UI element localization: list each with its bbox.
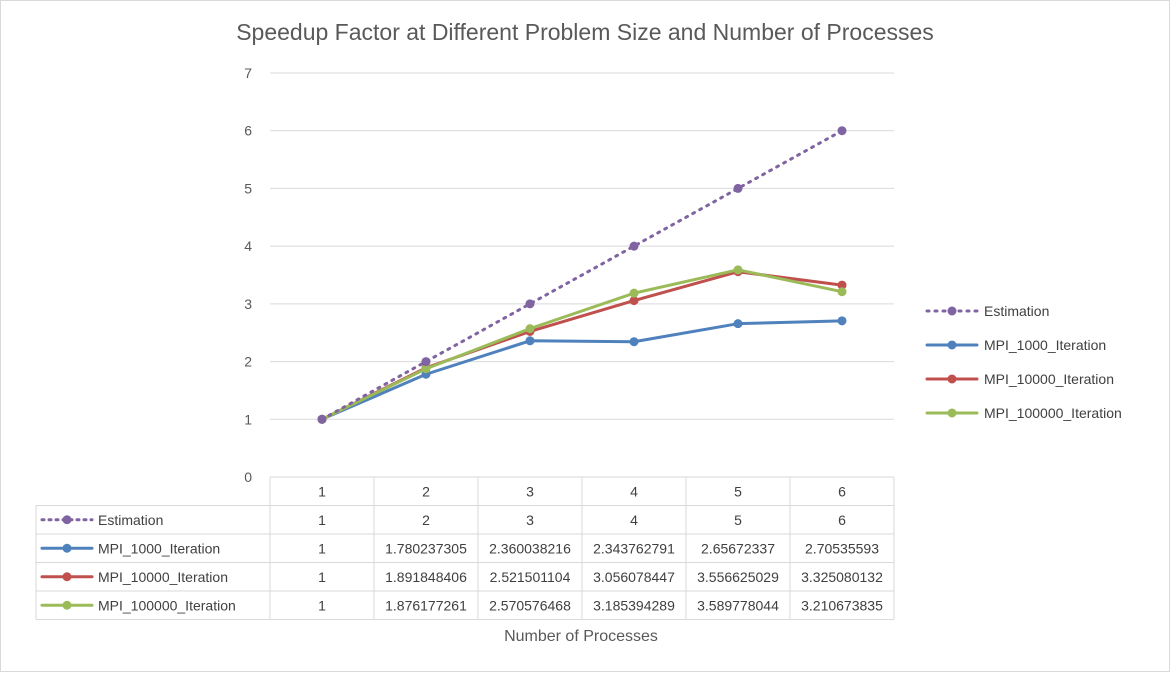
data-point [317, 414, 327, 424]
data-point [629, 241, 639, 251]
legend-label: MPI_1000_Iteration [984, 337, 1106, 353]
series-estimation [317, 126, 847, 424]
data-point [629, 296, 639, 306]
series-line [320, 129, 844, 421]
x-tick-label: 2 [422, 483, 430, 499]
table-cell: 1.876177261 [385, 597, 467, 613]
grid-layer [270, 72, 894, 478]
series-mpi-10000-iteration [317, 267, 847, 424]
table-legend-key [40, 600, 94, 610]
x-tick-label: 1 [318, 483, 326, 499]
data-table: 1 2 3 4 5 6 Estimation 1 2 3 4 5 6 MPI_1000_Iteration… [35, 476, 895, 620]
data-point [733, 319, 743, 329]
table-cell: 1 [318, 512, 326, 528]
y-tick-label: 4 [244, 238, 252, 254]
data-point [629, 288, 639, 298]
table-cell: 6 [838, 512, 846, 528]
x-tick-label: 6 [838, 483, 846, 499]
table-cell: 1.780237305 [385, 540, 467, 556]
table-legend-key [40, 543, 94, 553]
legend-item: MPI_1000_Iteration [925, 337, 1106, 353]
table-cell: 3.210673835 [801, 597, 883, 613]
table-legend-key [40, 572, 94, 582]
data-point [525, 299, 535, 309]
table-cell: 3.056078447 [593, 569, 675, 585]
x-tick-label: 5 [734, 483, 742, 499]
series-line [320, 319, 844, 421]
table-series-label: Estimation [98, 512, 163, 528]
table-series-label: MPI_1000_Iteration [98, 540, 220, 556]
data-point [525, 324, 535, 334]
x-tick-label: 3 [526, 483, 534, 499]
data-point [837, 126, 847, 136]
data-point [837, 287, 847, 297]
y-tick-label: 6 [244, 123, 252, 139]
table-cell: 3.185394289 [593, 597, 675, 613]
y-tick-label: 0 [244, 469, 252, 485]
data-point [525, 336, 535, 346]
table-cell: 3 [526, 512, 534, 528]
data-point [837, 280, 847, 290]
table-cell: 2.521501104 [490, 569, 571, 585]
y-tick-label: 5 [244, 180, 252, 196]
table-series-label: MPI_100000_Iteration [98, 597, 236, 613]
data-point [421, 357, 431, 367]
legend: Estimation MPI_1000_Iteration MPI_10000_It… [925, 303, 1122, 421]
series-mpi-100000-iteration [317, 265, 847, 424]
legend-item: MPI_100000_Iteration [925, 405, 1122, 421]
series-mpi-1000-iteration [317, 316, 847, 424]
y-tick-label: 1 [244, 411, 252, 427]
legend-label: MPI_100000_Iteration [984, 405, 1122, 421]
series-layer [317, 126, 847, 424]
table-cell: 3.589778044 [697, 597, 779, 613]
legend-label: MPI_10000_Iteration [984, 371, 1114, 387]
table-cell: 3.556625029 [697, 569, 779, 585]
legend-label: Estimation [984, 303, 1049, 319]
table-cell: 2.65672337 [701, 540, 775, 556]
table-cell: 2 [422, 512, 430, 528]
table-cell: 1.891848406 [385, 569, 467, 585]
data-point [629, 337, 639, 347]
data-point [837, 316, 847, 326]
x-tick-label: 4 [630, 483, 638, 499]
x-axis-title: Number of Processes [504, 628, 658, 645]
table-cell: 1 [318, 597, 326, 613]
table-cell: 3.325080132 [801, 569, 883, 585]
legend-item: Estimation [925, 303, 1049, 319]
y-axis-ticks: 0 1 2 3 4 5 6 7 [244, 65, 252, 485]
y-tick-label: 2 [244, 354, 252, 370]
legend-item: MPI_10000_Iteration [925, 371, 1114, 387]
series-line [320, 270, 844, 421]
y-tick-label: 3 [244, 296, 252, 312]
table-cell: 5 [734, 512, 742, 528]
table-series-label: MPI_10000_Iteration [98, 569, 228, 585]
table-legend-key [40, 515, 94, 525]
y-tick-label: 7 [244, 65, 252, 81]
data-point [421, 364, 431, 374]
chart-title: Speedup Factor at Different Problem Size… [236, 19, 934, 45]
data-point [733, 183, 743, 193]
table-cell: 2.70535593 [805, 540, 879, 556]
series-line [320, 268, 844, 421]
data-point [733, 265, 743, 275]
table-cell: 2.343762791 [593, 540, 675, 556]
table-cell: 2.360038216 [489, 540, 571, 556]
table-cell: 4 [630, 512, 638, 528]
table-cell: 2.570576468 [489, 597, 571, 613]
table-cell: 1 [318, 540, 326, 556]
table-cell: 1 [318, 569, 326, 585]
